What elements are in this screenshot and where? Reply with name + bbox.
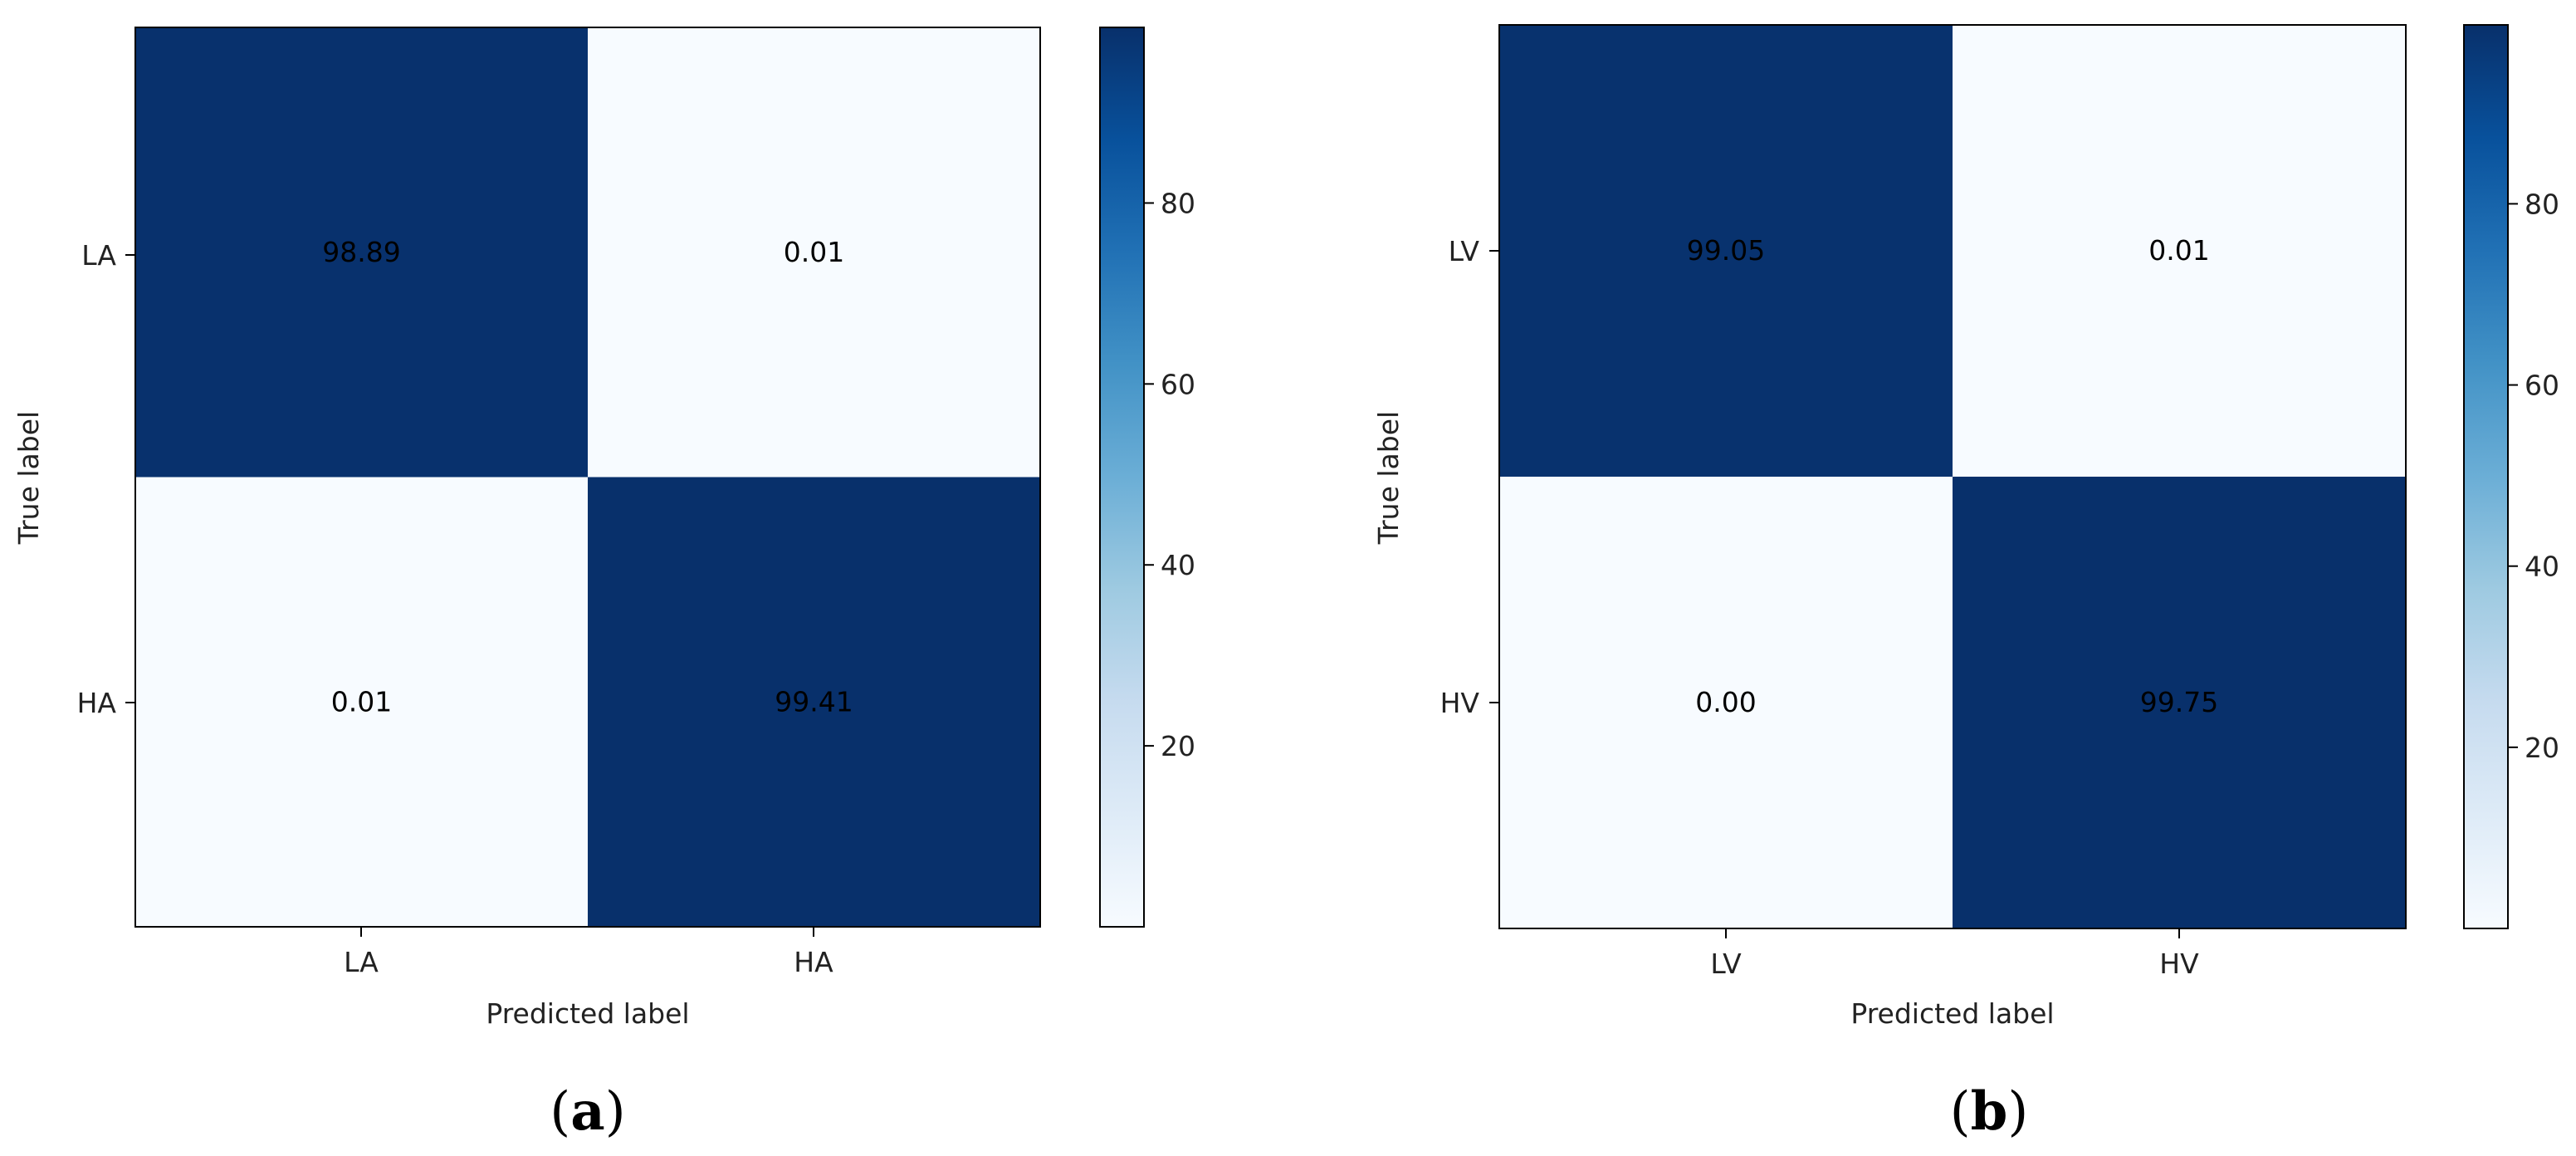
cell-value-label: 98.89 <box>322 236 400 268</box>
heatmap-cell <box>1953 25 2406 477</box>
y-tick-label: HV <box>1440 687 1480 719</box>
colorbar-a: 20 40 60 80 <box>1099 27 1195 928</box>
x-tick-label: HA <box>794 946 833 978</box>
cell-value-label: 0.01 <box>331 685 392 718</box>
panel-b: 99.05 0.01 0.00 99.75 LV HV LV HV Predicted… <box>1372 24 2559 1143</box>
colorbar-tick-label: 20 <box>2525 732 2559 764</box>
colorbar-ticks-b: 20 40 60 80 <box>2508 188 2559 764</box>
y-axis-title-a: True label <box>12 411 45 545</box>
heatmap-cell <box>1499 477 1953 928</box>
x-tick-label: HV <box>2159 948 2199 980</box>
x-tick-label: LA <box>344 946 379 978</box>
colorbar-tick-label: 80 <box>1161 187 1195 219</box>
x-ticks-b: LV HV <box>1710 928 2199 980</box>
colorbar-b: 20 40 60 80 <box>2463 24 2559 929</box>
y-ticks-b: LV HV <box>1440 235 1499 719</box>
colorbar-tick-label: 80 <box>2525 188 2559 220</box>
x-ticks-a: LA HA <box>344 927 833 978</box>
cell-value-label: 99.75 <box>2140 686 2218 718</box>
y-tick-label: LA <box>81 239 116 272</box>
plot-frame-a <box>134 27 1041 928</box>
cell-value-label: 0.00 <box>1695 686 1756 718</box>
plot-frame-b <box>1498 24 2407 929</box>
y-tick-label: HA <box>77 687 117 719</box>
cell-value-label: 0.01 <box>2148 234 2209 267</box>
heatmap-cell <box>1953 477 2406 928</box>
colorbar-tick-label: 60 <box>1161 368 1195 400</box>
y-axis-title-b: True label <box>1372 411 1405 545</box>
colorbar-gradient-a <box>1099 27 1145 928</box>
caption-b: (b) <box>1950 1080 2029 1143</box>
colorbar-gradient-b <box>2463 24 2509 929</box>
heatmap-cells-b: 99.05 0.01 0.00 99.75 <box>1499 25 2406 928</box>
cell-value-label: 99.41 <box>775 685 853 718</box>
colorbar-tick-label: 40 <box>2525 551 2559 583</box>
colorbar-tick-label: 20 <box>1161 730 1195 762</box>
heatmap-cell <box>588 27 1040 478</box>
y-ticks-a: LA HA <box>77 239 135 719</box>
x-axis-title-b: Predicted label <box>1850 997 2054 1030</box>
cell-value-label: 99.05 <box>1687 234 1765 267</box>
caption-a: (a) <box>550 1080 625 1143</box>
x-tick-label: LV <box>1710 948 1742 980</box>
heatmap-cell <box>135 477 588 927</box>
heatmap-cell <box>1499 25 1953 477</box>
y-tick-label: LV <box>1449 235 1480 267</box>
heatmap-cell <box>588 477 1040 927</box>
cell-value-label: 0.01 <box>784 236 844 268</box>
colorbar-tick-label: 60 <box>2525 370 2559 402</box>
heatmap-cell <box>135 27 588 478</box>
panel-a: 98.89 0.01 0.01 99.41 LA HA LA HA Predicted… <box>12 27 1195 1143</box>
heatmap-cells-a: 98.89 0.01 0.01 99.41 <box>135 27 1040 927</box>
x-axis-title-a: Predicted label <box>486 997 689 1030</box>
colorbar-tick-label: 40 <box>1161 549 1195 581</box>
colorbar-ticks-a: 20 40 60 80 <box>1144 187 1195 762</box>
